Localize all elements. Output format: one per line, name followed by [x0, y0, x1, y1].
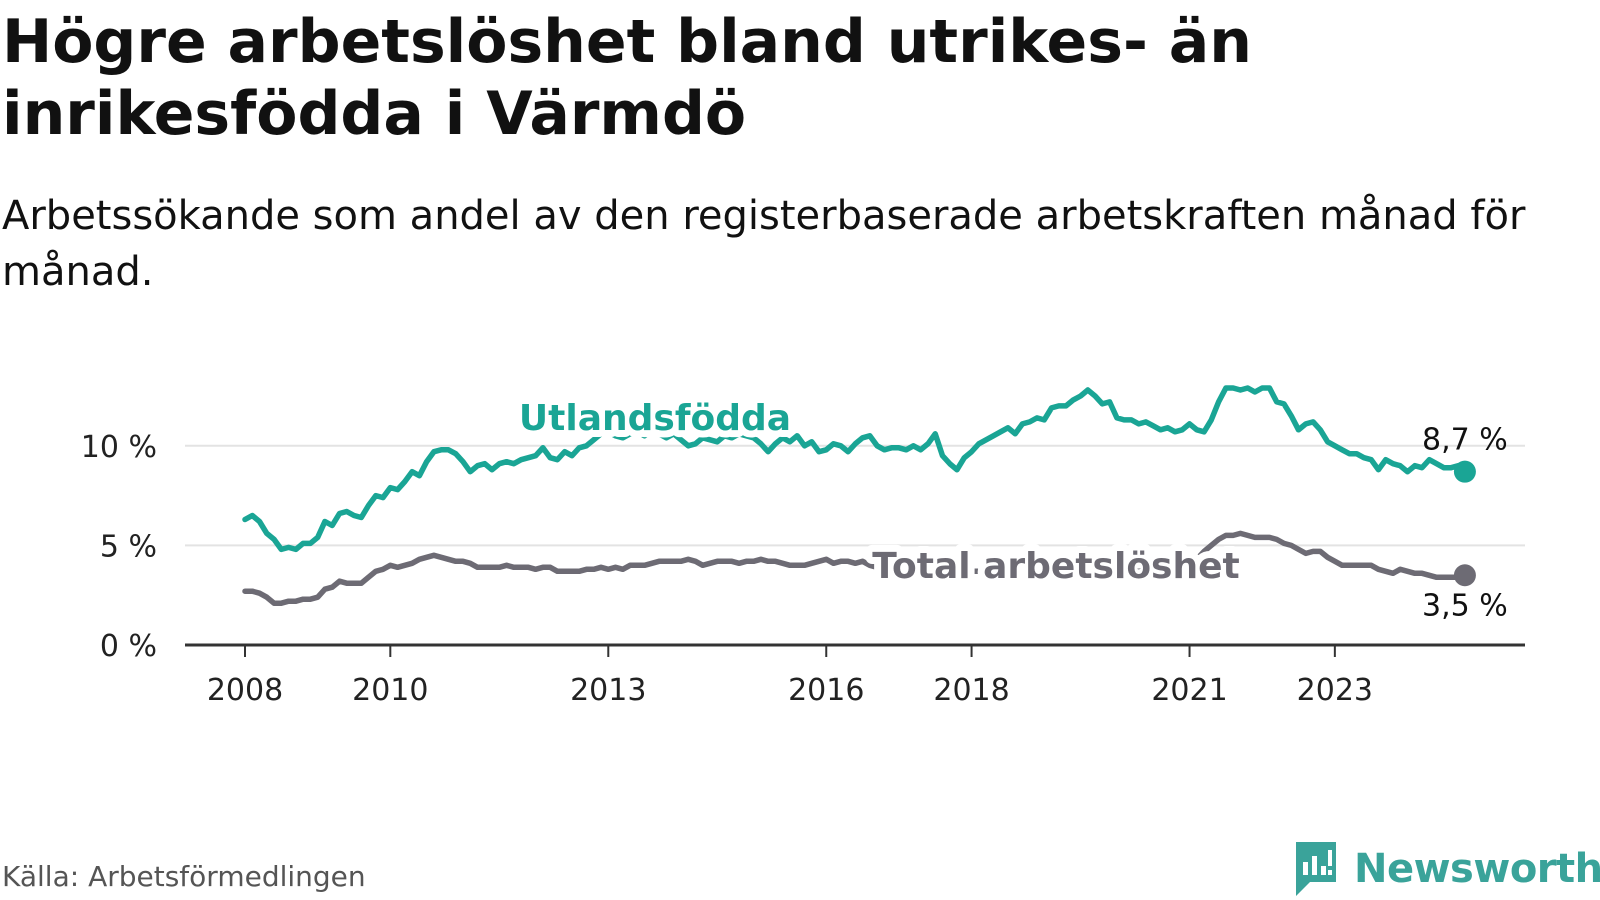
series-line — [242, 385, 1468, 553]
series-label: Utlandsfödda — [519, 398, 791, 439]
source-note: Källa: Arbetsförmedlingen — [2, 860, 366, 893]
series-label: Total arbetslöshet — [872, 546, 1240, 587]
brand-name: Newsworthy — [1354, 846, 1600, 892]
x-tick-label: 2008 — [207, 673, 283, 708]
y-tick-label: 0 % — [100, 629, 157, 664]
x-tick-label: 2021 — [1151, 673, 1227, 708]
series-layer — [242, 385, 1476, 606]
y-axis-labels: 0 % 5 % 10 % — [81, 430, 157, 664]
line-chart: 0 %5 %10 % 2008 2010 2013 2016 2018 2021 2023 … — [81, 385, 1525, 708]
series-line — [242, 530, 1468, 606]
annotation-layer: 8,7 % 3,5 % Utlandsfödda Total arbetslöshet — [512, 391, 1508, 623]
brand-logo: Newsworthy — [1292, 840, 1600, 898]
series-end-label: 8,7 % — [1422, 423, 1508, 458]
series-end-marker — [1453, 564, 1476, 587]
chart-subtitle: Arbetssökande som andel av den registerb… — [2, 193, 1526, 295]
x-axis-ticks: 2008 2010 2013 2016 2018 2021 2023 — [207, 645, 1373, 708]
x-tick-label: 2018 — [933, 673, 1009, 708]
x-tick-label: 2016 — [788, 673, 864, 708]
series-end-label: 3,5 % — [1422, 588, 1508, 623]
y-tick-label: 10 % — [81, 430, 157, 465]
x-tick-label: 2023 — [1297, 673, 1373, 708]
newsworthy-logo-icon — [1296, 842, 1336, 896]
series-end-marker — [1453, 460, 1476, 483]
x-tick-label: 2013 — [570, 673, 646, 708]
y-tick-label: 5 % — [100, 529, 157, 564]
x-tick-label: 2010 — [352, 673, 428, 708]
chart-title: Högre arbetslöshet bland utrikes- än inr… — [2, 7, 1252, 149]
